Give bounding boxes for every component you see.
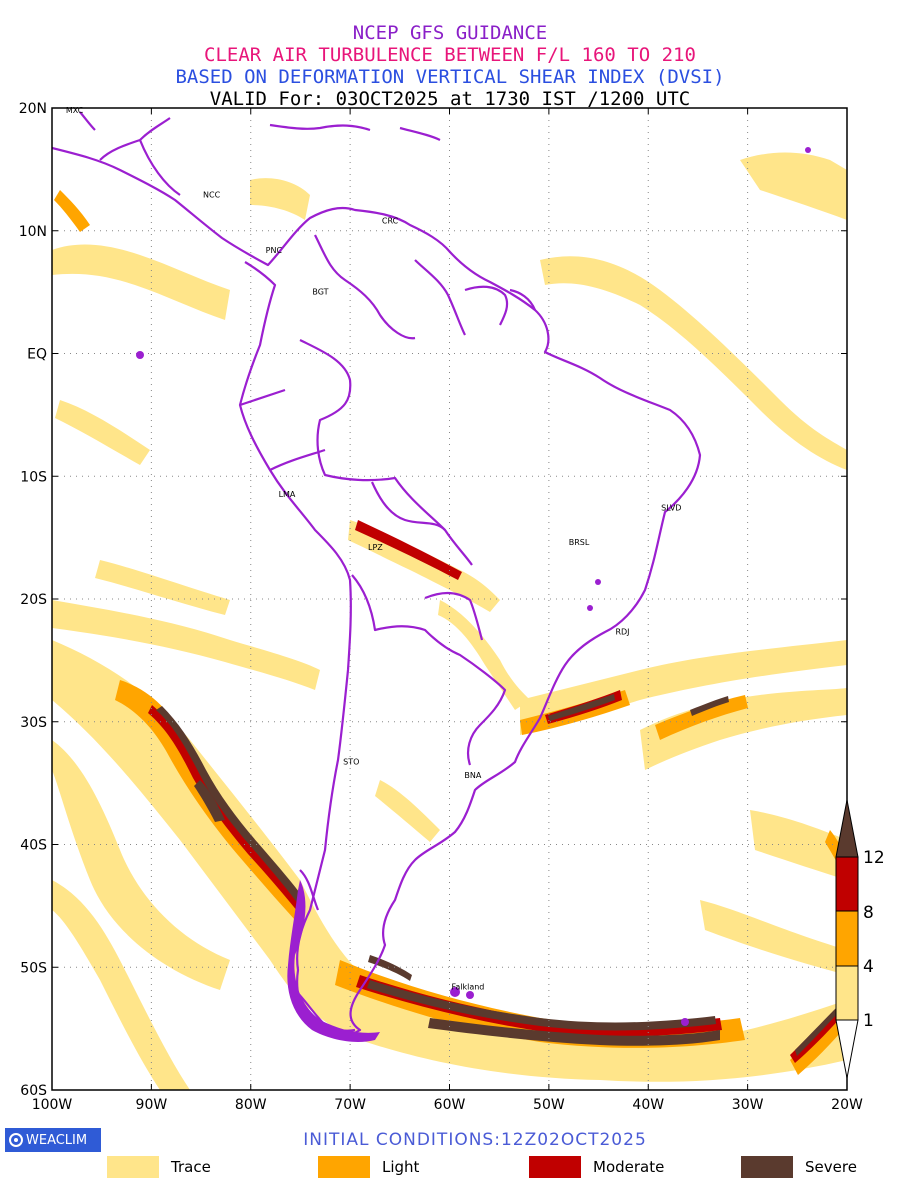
- city-label: STO: [343, 758, 359, 767]
- legend-swatch-moderate: [529, 1156, 581, 1178]
- colorbar-bottom-arrow: [835, 1019, 859, 1079]
- city-label: BNA: [464, 771, 481, 780]
- legend-label-light: Light: [382, 1158, 420, 1176]
- lon-label: 30W: [732, 1097, 764, 1113]
- city-label: RDJ: [615, 628, 629, 637]
- lon-label: 70W: [334, 1097, 366, 1113]
- colorbar-label-12: 12: [863, 848, 885, 868]
- weaclim-logo-icon: [9, 1133, 23, 1147]
- city-label: NCC: [203, 191, 221, 200]
- weaclim-logo: WEACLIM: [5, 1128, 101, 1152]
- lon-label: 90W: [136, 1097, 168, 1113]
- legend-item-severe: Severe: [741, 1156, 857, 1178]
- title-valid-time: VALID For: 03OCT2025 at 1730 IST /1200 U…: [209, 88, 691, 110]
- legend-item-trace: Trace: [107, 1156, 211, 1178]
- lon-label: 20W: [831, 1097, 863, 1113]
- legend-item-moderate: Moderate: [529, 1156, 664, 1178]
- city-label: MXC: [66, 106, 84, 115]
- turbulence-field: [52, 152, 847, 1090]
- legend-label-moderate: Moderate: [593, 1158, 665, 1176]
- archipelago-coast: [136, 147, 811, 1042]
- city-label: BGT: [312, 288, 328, 297]
- lon-label: 100W: [32, 1097, 73, 1113]
- map-gridlines: [52, 108, 847, 1090]
- lat-label: 40S: [20, 838, 47, 854]
- colorbar-label-1: 1: [863, 1011, 874, 1031]
- weaclim-logo-text: WEACLIM: [26, 1132, 88, 1148]
- lon-label: 80W: [235, 1097, 267, 1113]
- title-product: CLEAR AIR TURBULENCE BETWEEN F/L 160 TO …: [204, 44, 696, 66]
- legend-swatch-light: [318, 1156, 370, 1178]
- lat-label: 50S: [20, 960, 47, 976]
- legend-item-light: Light: [318, 1156, 419, 1178]
- lat-label: EQ: [27, 347, 47, 363]
- longitude-labels: 100W 90W 80W 70W 60W 50W 40W 30W 20W: [32, 1097, 863, 1113]
- city-label: PNC: [266, 246, 283, 255]
- colorbar-label-4: 4: [863, 957, 874, 977]
- legend-label-trace: Trace: [171, 1158, 211, 1176]
- lat-label: 60S: [20, 1083, 47, 1099]
- lon-label: 40W: [632, 1097, 664, 1113]
- city-markers: MXC NCC PNC CRC BGT LMA LPZ BRSL SLVD RDJ STO BNA Fa…: [66, 106, 682, 991]
- city-label: SLVD: [661, 504, 681, 513]
- lat-label: 10N: [19, 224, 47, 240]
- lat-label: 20S: [20, 592, 47, 608]
- lon-label: 60W: [434, 1097, 466, 1113]
- colorbar-moderate: [835, 856, 859, 912]
- lat-label: 10S: [20, 469, 47, 485]
- lon-label: 50W: [533, 1097, 565, 1113]
- severe-areas: [156, 694, 841, 1056]
- title-model: NCEP GFS GUIDANCE: [352, 22, 548, 44]
- lat-label: 30S: [20, 715, 47, 731]
- legend-swatch-trace: [107, 1156, 159, 1178]
- title-method: BASED ON DEFORMATION VERTICAL SHEAR INDE…: [175, 66, 725, 88]
- legend-swatch-severe: [741, 1156, 793, 1178]
- city-label: BRSL: [569, 538, 590, 547]
- colorbar-light: [835, 910, 859, 967]
- city-label: LMA: [279, 490, 296, 499]
- lat-label: 20N: [19, 101, 47, 117]
- colorbar-trace: [835, 965, 859, 1021]
- initial-conditions: INITIAL CONDITIONS:12Z02OCT2025: [303, 1130, 647, 1150]
- colorbar: 12 8 4 1: [835, 799, 885, 1079]
- city-label: LPZ: [368, 543, 383, 552]
- latitude-labels: 20N 10N EQ 10S 20S 30S 40S 50S 60S: [19, 101, 47, 1099]
- city-label: CRC: [382, 216, 399, 225]
- colorbar-label-8: 8: [863, 903, 874, 923]
- city-label: Falkland: [451, 982, 484, 991]
- legend-label-severe: Severe: [805, 1158, 857, 1176]
